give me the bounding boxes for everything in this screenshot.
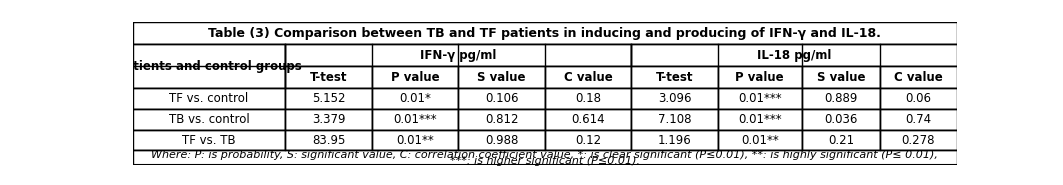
Text: Where: P: is probability, S: significant value, C: correlation coefficient value: Where: P: is probability, S: significant… (151, 150, 939, 160)
Bar (133, 130, 285, 150)
Bar (718, 88, 802, 109)
Text: 0.21: 0.21 (828, 134, 854, 147)
Bar (285, 66, 372, 88)
Bar (458, 66, 545, 88)
Text: ***: is higher significant (P≤0.01).: ***: is higher significant (P≤0.01). (450, 156, 640, 166)
Bar (631, 88, 718, 109)
Text: C value: C value (563, 71, 612, 84)
Text: 0.01**: 0.01** (741, 134, 779, 147)
Bar (372, 66, 458, 88)
Text: Patients and control groups: Patients and control groups (117, 60, 302, 73)
Bar (545, 109, 631, 130)
Bar (545, 88, 631, 109)
Text: 0.01*: 0.01* (399, 92, 431, 105)
Text: T-test: T-test (656, 71, 693, 84)
Text: P value: P value (391, 71, 439, 84)
Bar (372, 88, 458, 109)
Text: 0.812: 0.812 (485, 113, 519, 126)
Text: S value: S value (477, 71, 526, 84)
Bar (285, 130, 372, 150)
Bar (458, 130, 545, 150)
Bar (372, 130, 458, 150)
Text: 0.06: 0.06 (906, 92, 931, 105)
Bar (133, 109, 285, 130)
Text: 3.096: 3.096 (658, 92, 691, 105)
Text: 0.01***: 0.01*** (738, 113, 781, 126)
Text: S value: S value (816, 71, 865, 84)
Text: 0.01**: 0.01** (396, 134, 434, 147)
Text: 5.152: 5.152 (311, 92, 345, 105)
Text: TF vs. control: TF vs. control (169, 92, 249, 105)
Bar (545, 66, 631, 88)
Bar (631, 109, 718, 130)
Bar (718, 130, 802, 150)
Bar (880, 109, 957, 130)
Text: 0.889: 0.889 (824, 92, 858, 105)
Bar (802, 88, 880, 109)
Bar (458, 109, 545, 130)
Bar (802, 66, 880, 88)
Bar (880, 66, 957, 88)
Bar (458, 88, 545, 109)
Text: IL-18 pg/ml: IL-18 pg/ml (757, 49, 831, 62)
Text: T-test: T-test (309, 71, 348, 84)
Bar (802, 109, 880, 130)
Text: IFN-γ pg/ml: IFN-γ pg/ml (420, 49, 496, 62)
Text: 0.12: 0.12 (575, 134, 601, 147)
Bar (545, 130, 631, 150)
Bar (880, 88, 957, 109)
Bar (285, 88, 372, 109)
Bar (285, 44, 631, 66)
Text: TB vs. control: TB vs. control (169, 113, 250, 126)
Bar (718, 66, 802, 88)
Bar (631, 130, 718, 150)
Bar (802, 130, 880, 150)
Text: 0.01***: 0.01*** (393, 113, 437, 126)
Bar (631, 44, 957, 66)
Bar (880, 130, 957, 150)
Text: TF vs. TB: TF vs. TB (182, 134, 236, 147)
Text: 0.036: 0.036 (824, 113, 858, 126)
Bar (285, 109, 372, 130)
Text: P value: P value (736, 71, 784, 84)
Text: 0.01***: 0.01*** (738, 92, 781, 105)
Bar (133, 150, 957, 165)
Bar (133, 22, 957, 44)
Bar (631, 66, 718, 88)
Text: 0.614: 0.614 (571, 113, 605, 126)
Text: 0.988: 0.988 (485, 134, 519, 147)
Bar (718, 109, 802, 130)
Text: C value: C value (894, 71, 943, 84)
Bar (133, 44, 285, 88)
Text: 1.196: 1.196 (658, 134, 691, 147)
Text: 3.379: 3.379 (311, 113, 345, 126)
Bar (133, 88, 285, 109)
Text: 0.18: 0.18 (575, 92, 601, 105)
Text: 7.108: 7.108 (658, 113, 691, 126)
Text: 0.106: 0.106 (485, 92, 519, 105)
Text: Table (3) Comparison between TB and TF patients in inducing and producing of IFN: Table (3) Comparison between TB and TF p… (208, 27, 881, 40)
Bar (372, 109, 458, 130)
Text: 83.95: 83.95 (311, 134, 345, 147)
Text: 0.278: 0.278 (901, 134, 935, 147)
Text: 0.74: 0.74 (906, 113, 931, 126)
